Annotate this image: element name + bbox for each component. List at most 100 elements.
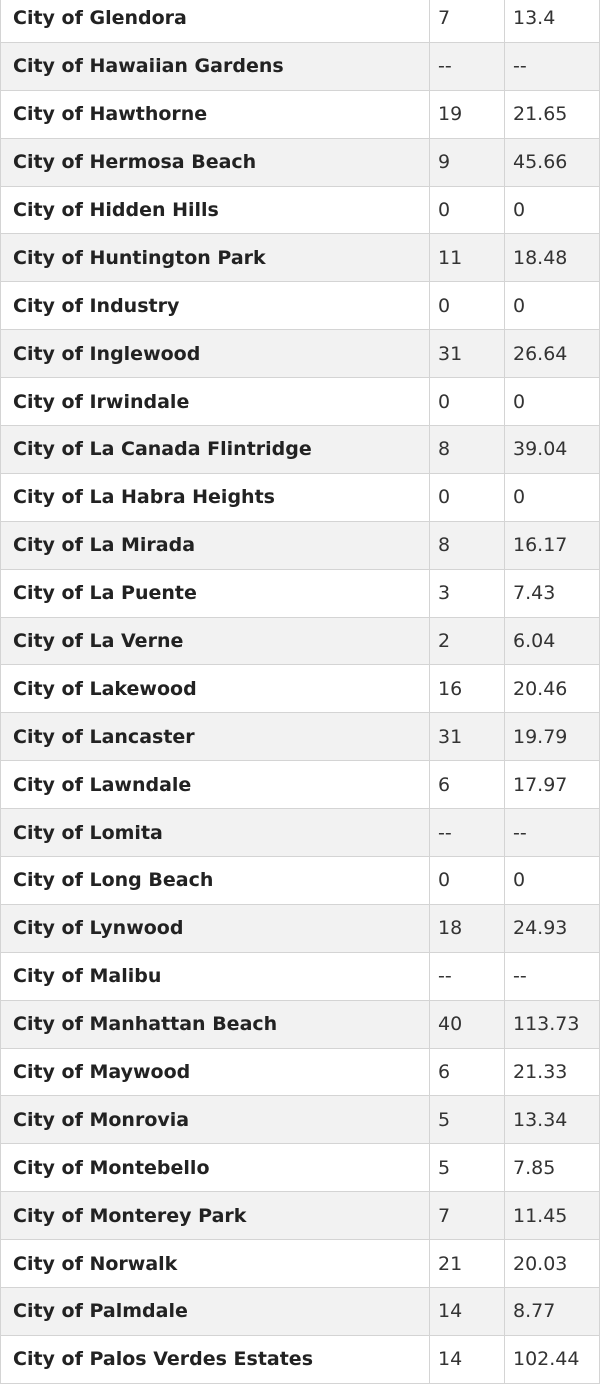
table-row: City of Hawaiian Gardens -- -- [0, 41, 600, 91]
table-row: City of Lawndale 6 17.97 [0, 760, 600, 810]
city-name-cell: City of Maywood [0, 1047, 430, 1097]
rate-cell: 11.45 [504, 1191, 600, 1241]
count-cell: 5 [429, 1143, 505, 1193]
table-row: City of Monrovia 5 13.34 [0, 1095, 600, 1145]
count-cell: 8 [429, 520, 505, 570]
rate-cell: 39.04 [504, 425, 600, 474]
table-row: City of Monterey Park 7 11.45 [0, 1191, 600, 1241]
table-row: City of Hermosa Beach 9 45.66 [0, 137, 600, 187]
table-row: City of Glendora 7 13.4 [0, 0, 600, 43]
count-cell: 31 [429, 712, 505, 762]
table-row: City of La Habra Heights 0 0 [0, 472, 600, 522]
rate-cell: 0 [504, 472, 600, 522]
table-row: City of La Canada Flintridge 8 39.04 [0, 425, 600, 474]
city-name-cell: City of Irwindale [0, 377, 430, 427]
count-cell: 5 [429, 1095, 505, 1145]
table-row: City of Huntington Park 11 18.48 [0, 233, 600, 283]
count-cell: 0 [429, 377, 505, 427]
rate-cell: 21.65 [504, 89, 600, 139]
city-name-cell: City of La Verne [0, 616, 430, 666]
rate-cell: -- [504, 951, 600, 1001]
table-row: City of La Puente 3 7.43 [0, 568, 600, 618]
count-cell: -- [429, 951, 505, 1001]
rate-cell: 20.03 [504, 1239, 600, 1289]
table-row: City of Palos Verdes Estates 14 102.44 [0, 1334, 600, 1384]
count-cell: 7 [429, 0, 505, 43]
rate-cell: 102.44 [504, 1334, 600, 1384]
count-cell: 0 [429, 472, 505, 522]
city-name-cell: City of Palos Verdes Estates [0, 1334, 430, 1384]
city-name-cell: City of Norwalk [0, 1239, 430, 1289]
city-name-cell: City of Huntington Park [0, 233, 430, 283]
city-name-cell: City of La Puente [0, 568, 430, 618]
rate-cell: 21.33 [504, 1047, 600, 1097]
table-row: City of Industry 0 0 [0, 281, 600, 331]
rate-cell: 0 [504, 281, 600, 331]
rate-cell: -- [504, 808, 600, 858]
rate-cell: 26.64 [504, 329, 600, 379]
rate-cell: 13.4 [504, 0, 600, 43]
count-cell: 8 [429, 425, 505, 474]
city-name-cell: City of Lancaster [0, 712, 430, 762]
rate-cell: 7.85 [504, 1143, 600, 1193]
count-cell: 0 [429, 185, 505, 235]
table-row: City of La Verne 2 6.04 [0, 616, 600, 666]
table-row: City of Montebello 5 7.85 [0, 1143, 600, 1193]
city-name-cell: City of Manhattan Beach [0, 999, 430, 1049]
count-cell: 14 [429, 1287, 505, 1336]
city-name-cell: City of Long Beach [0, 856, 430, 905]
city-name-cell: City of Malibu [0, 951, 430, 1001]
count-cell: 19 [429, 89, 505, 139]
city-name-cell: City of Hermosa Beach [0, 137, 430, 187]
city-name-cell: City of Lawndale [0, 760, 430, 810]
rate-cell: -- [504, 41, 600, 91]
table-row: City of Lynwood 18 24.93 [0, 903, 600, 953]
count-cell: -- [429, 808, 505, 858]
count-cell: 0 [429, 281, 505, 331]
rate-cell: 20.46 [504, 664, 600, 714]
city-name-cell: City of Glendora [0, 0, 430, 43]
table-row: City of Irwindale 0 0 [0, 377, 600, 427]
city-name-cell: City of Hawthorne [0, 89, 430, 139]
count-cell: 40 [429, 999, 505, 1049]
count-cell: 2 [429, 616, 505, 666]
count-cell: 31 [429, 329, 505, 379]
city-name-cell: City of La Mirada [0, 520, 430, 570]
table-row: City of Inglewood 31 26.64 [0, 329, 600, 379]
rate-cell: 0 [504, 856, 600, 905]
city-name-cell: City of Montebello [0, 1143, 430, 1193]
rate-cell: 16.17 [504, 520, 600, 570]
rate-cell: 13.34 [504, 1095, 600, 1145]
city-name-cell: City of Palmdale [0, 1287, 430, 1336]
rate-cell: 0 [504, 377, 600, 427]
table-row: City of Lancaster 31 19.79 [0, 712, 600, 762]
count-cell: 3 [429, 568, 505, 618]
city-name-cell: City of Hawaiian Gardens [0, 41, 430, 91]
count-cell: 0 [429, 856, 505, 905]
rate-cell: 17.97 [504, 760, 600, 810]
city-name-cell: City of Lynwood [0, 903, 430, 953]
table-row: City of La Mirada 8 16.17 [0, 520, 600, 570]
table-row: City of Maywood 6 21.33 [0, 1047, 600, 1097]
table-row: City of Hidden Hills 0 0 [0, 185, 600, 235]
city-name-cell: City of Lakewood [0, 664, 430, 714]
city-name-cell: City of Inglewood [0, 329, 430, 379]
table-row: City of Malibu -- -- [0, 951, 600, 1001]
rate-cell: 24.93 [504, 903, 600, 953]
count-cell: 6 [429, 1047, 505, 1097]
table-row: City of Hawthorne 19 21.65 [0, 89, 600, 139]
count-cell: 7 [429, 1191, 505, 1241]
count-cell: 18 [429, 903, 505, 953]
count-cell: 14 [429, 1334, 505, 1384]
rate-cell: 6.04 [504, 616, 600, 666]
count-cell: 16 [429, 664, 505, 714]
city-name-cell: City of Monterey Park [0, 1191, 430, 1241]
rate-cell: 7.43 [504, 568, 600, 618]
rate-cell: 18.48 [504, 233, 600, 283]
table-row: City of Lomita -- -- [0, 808, 600, 858]
rate-cell: 113.73 [504, 999, 600, 1049]
count-cell: 9 [429, 137, 505, 187]
count-cell: 21 [429, 1239, 505, 1289]
